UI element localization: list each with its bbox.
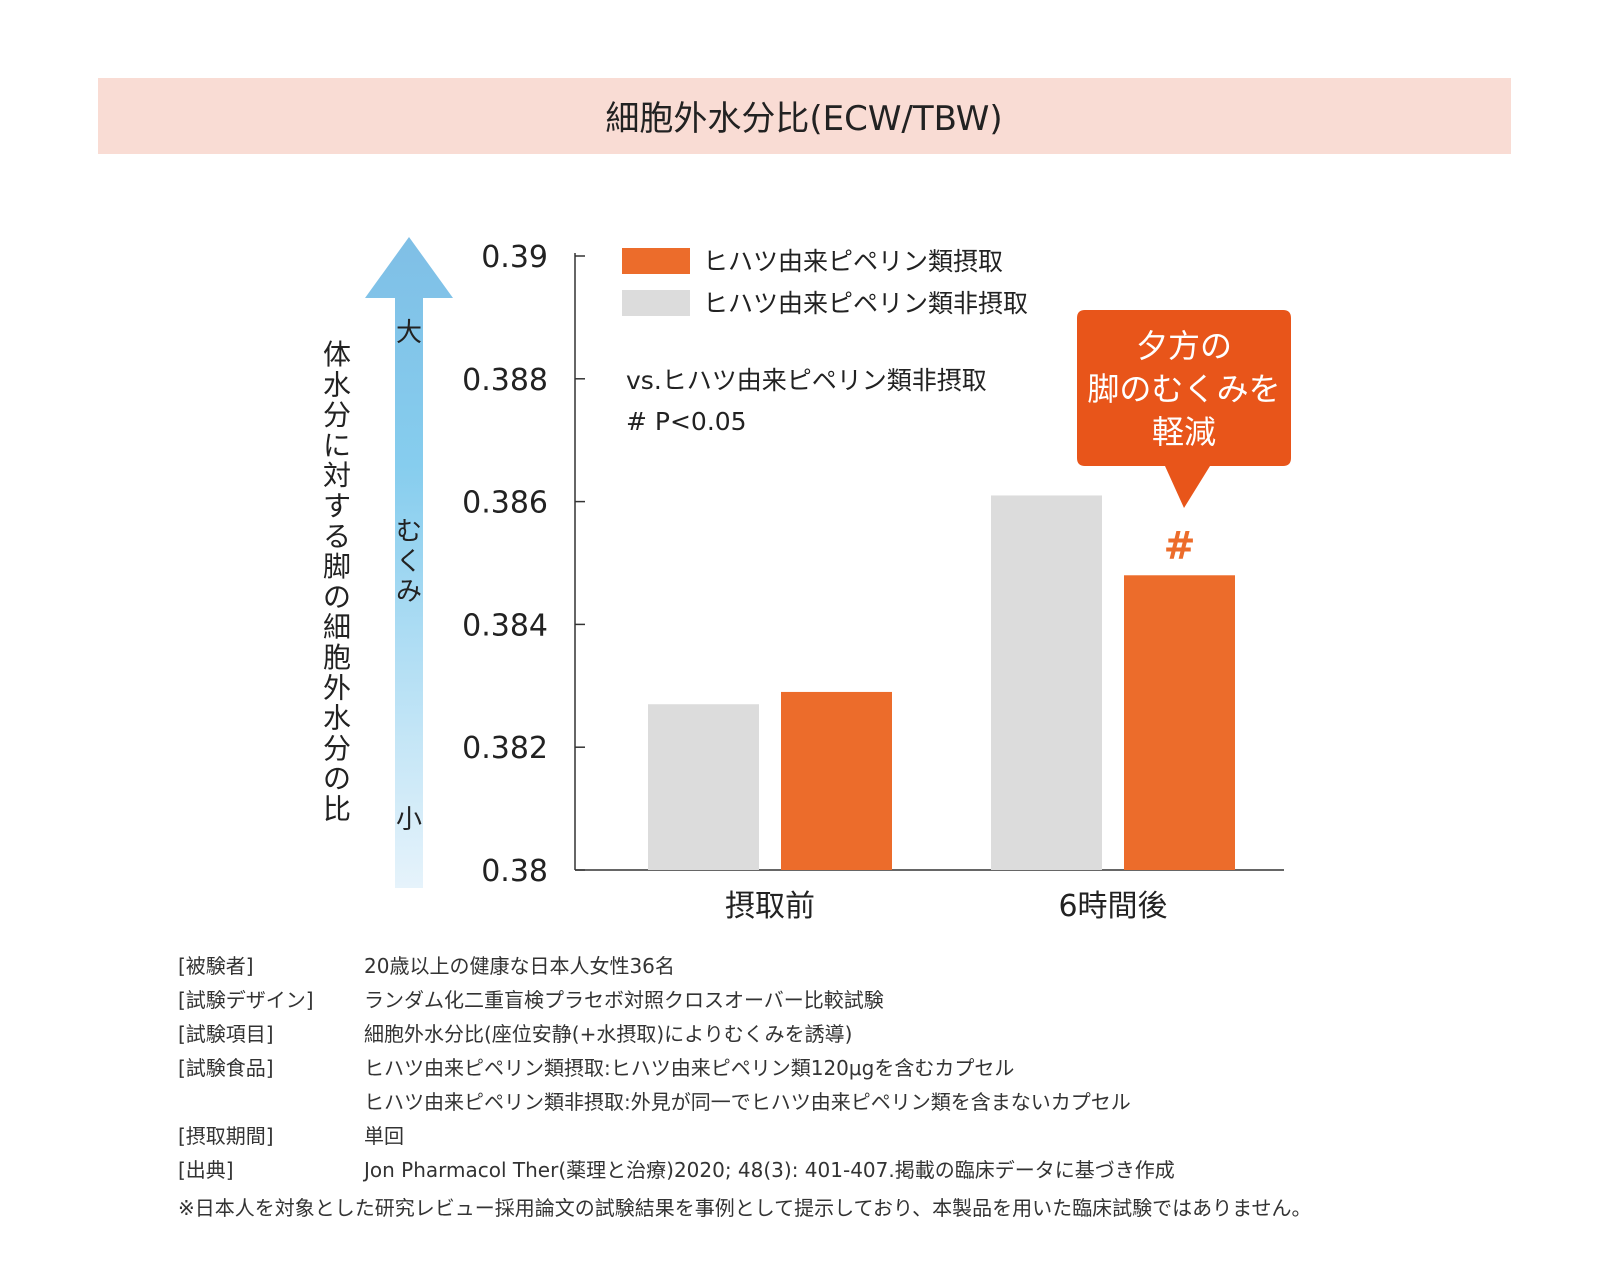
y-axis-label-char: 水 bbox=[323, 702, 351, 735]
note-value: 20歳以上の健康な日本人女性36名 bbox=[364, 954, 675, 978]
y-axis-label-char: 脚 bbox=[323, 550, 351, 583]
note-label: [被験者] bbox=[178, 954, 254, 978]
chart-title: 細胞外水分比(ECW/TBW) bbox=[605, 99, 1002, 139]
callout-line: 夕方の bbox=[1136, 327, 1232, 365]
y-axis-label-char: 分 bbox=[323, 732, 351, 765]
title-band bbox=[98, 78, 1511, 154]
note-label: [試験項目] bbox=[178, 1022, 274, 1046]
note-value: 細胞外水分比(座位安静(+水摂取)によりむくみを誘導) bbox=[364, 1022, 853, 1046]
y-tick-label: 0.388 bbox=[462, 363, 548, 398]
callout-line: 脚のむくみを bbox=[1087, 370, 1280, 408]
y-axis-label-char: す bbox=[323, 490, 351, 523]
note-value: ヒハツ由来ピペリン類非摂取:外見が同一でヒハツ由来ピペリン類を含まないカプセル bbox=[364, 1090, 1131, 1114]
note-value: ヒハツ由来ピペリン類摂取:ヒハツ由来ピペリン類120μgを含むカプセル bbox=[364, 1056, 1015, 1080]
y-axis-label-char: に bbox=[323, 429, 351, 462]
arrow-label-edema-char: く bbox=[396, 547, 422, 577]
legend-label: ヒハツ由来ピペリン類非摂取 bbox=[703, 289, 1028, 318]
y-axis-label-char: の bbox=[323, 580, 351, 613]
y-tick-label: 0.382 bbox=[462, 731, 548, 766]
note-label: [試験食品] bbox=[178, 1056, 274, 1080]
y-axis-label-char: 体 bbox=[323, 338, 351, 371]
y-axis-label-char: 分 bbox=[323, 399, 351, 432]
note-label: [試験デザイン] bbox=[178, 988, 314, 1012]
stat-note-vs: vs.ヒハツ由来ピペリン類非摂取 bbox=[626, 366, 987, 395]
bar-piperine-1 bbox=[1124, 575, 1235, 870]
significance-marker: # bbox=[1164, 523, 1196, 567]
y-axis-label-char: 胞 bbox=[323, 641, 351, 674]
bar-control-0 bbox=[648, 704, 759, 870]
note-label: [摂取期間] bbox=[178, 1124, 274, 1148]
y-axis-label-char: 比 bbox=[323, 793, 351, 826]
legend-label: ヒハツ由来ピペリン類摂取 bbox=[703, 247, 1003, 276]
edema-arrow bbox=[365, 237, 453, 888]
callout-line: 軽減 bbox=[1152, 413, 1216, 451]
x-tick-label: 6時間後 bbox=[1058, 889, 1167, 924]
callout-bubble bbox=[1077, 310, 1291, 508]
bar-control-1 bbox=[991, 495, 1102, 870]
note-value: 単回 bbox=[364, 1124, 404, 1148]
y-axis-label-char: 外 bbox=[323, 671, 351, 704]
arrow-label-large: 大 bbox=[396, 318, 422, 348]
y-tick-label: 0.38 bbox=[481, 854, 548, 889]
y-tick-label: 0.386 bbox=[462, 486, 548, 521]
y-axis-label-char: 細 bbox=[323, 611, 351, 644]
y-axis-label-char: 水 bbox=[323, 368, 351, 401]
arrow-label-edema-char: み bbox=[396, 577, 422, 607]
bar-piperine-0 bbox=[781, 691, 892, 870]
y-axis-label-char: の bbox=[323, 762, 351, 795]
stat-note-p: # P<0.05 bbox=[626, 407, 747, 436]
disclaimer: ※日本人を対象とした研究レビュー採用論文の試験結果を事例として提示しており、本製… bbox=[178, 1196, 1312, 1220]
y-axis-label-char: る bbox=[323, 520, 351, 553]
arrow-label-edema-char: む bbox=[396, 517, 422, 547]
legend-swatch bbox=[622, 248, 690, 274]
note-value: ランダム化二重盲検プラセボ対照クロスオーバー比較試験 bbox=[364, 988, 884, 1012]
note-label: [出典] bbox=[178, 1158, 234, 1182]
y-tick-label: 0.384 bbox=[462, 608, 548, 643]
legend-swatch bbox=[622, 290, 690, 316]
note-value: Jon Pharmacol Ther(薬理と治療)2020; 48(3): 40… bbox=[364, 1158, 1175, 1182]
y-tick-label: 0.39 bbox=[481, 240, 548, 275]
y-axis-label-char: 対 bbox=[323, 459, 351, 492]
arrow-label-small: 小 bbox=[396, 805, 422, 835]
x-tick-label: 摂取前 bbox=[725, 889, 815, 924]
